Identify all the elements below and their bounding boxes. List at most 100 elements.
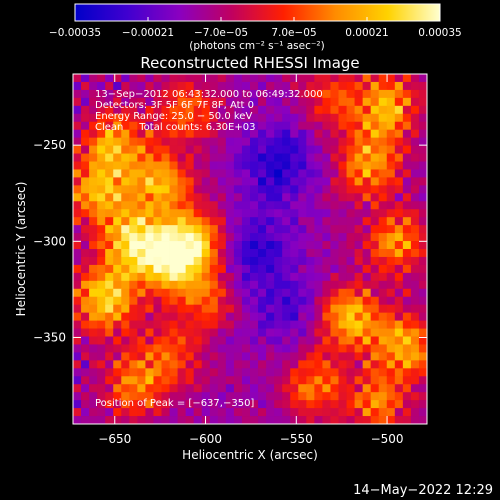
heatmap-cell	[209, 169, 219, 178]
heatmap-cell	[113, 145, 122, 154]
heatmap-cell	[266, 288, 275, 298]
heatmap-cell	[338, 376, 347, 385]
heatmap-cell	[193, 74, 203, 83]
heatmap-cell	[177, 360, 187, 369]
heatmap-cell	[193, 177, 203, 186]
heatmap-cell	[201, 392, 211, 401]
heatmap-cell	[129, 264, 138, 274]
heatmap-cell	[193, 264, 203, 274]
heatmap-cell	[290, 201, 299, 210]
heatmap-cell	[113, 81, 122, 91]
heatmap-cell	[129, 89, 138, 99]
heatmap-cell	[209, 153, 219, 162]
heatmap-cell	[290, 368, 299, 377]
heatmap-cell	[89, 368, 98, 377]
heatmap-cell	[241, 384, 251, 393]
heatmap-cell	[306, 264, 315, 274]
heatmap-cell	[314, 97, 323, 107]
heatmap-cell	[153, 288, 162, 298]
heatmap-cell	[386, 121, 396, 131]
heatmap-cell	[394, 169, 404, 178]
heatmap-cell	[81, 384, 90, 393]
heatmap-cell	[298, 368, 307, 377]
heatmap-cell	[217, 272, 227, 282]
heatmap-cell	[185, 89, 195, 99]
heatmap-cell	[201, 272, 211, 282]
heatmap-cell	[394, 89, 404, 99]
heatmap-cell	[241, 81, 251, 91]
heatmap-cell	[201, 121, 211, 131]
heatmap-cell	[185, 288, 195, 298]
heatmap-cell	[266, 81, 275, 91]
heatmap-cell	[346, 113, 355, 123]
heatmap-cell	[322, 352, 331, 361]
heatmap-cell	[362, 201, 372, 210]
heatmap-cell	[354, 217, 364, 226]
heatmap-cell	[209, 408, 219, 417]
heatmap-cell	[394, 185, 404, 194]
heatmap-cell	[266, 161, 275, 170]
heatmap-cell	[113, 312, 122, 321]
heatmap-cell	[338, 209, 347, 218]
heatmap-cell	[250, 201, 259, 210]
heatmap-cell	[322, 336, 331, 345]
heatmap-cell	[306, 312, 315, 321]
heatmap-cell	[362, 177, 372, 186]
heatmap-cell	[81, 249, 90, 258]
heatmap-cell	[362, 296, 372, 306]
heatmap-cell	[241, 264, 251, 274]
heatmap-cell	[209, 336, 219, 345]
heatmap-cell	[258, 312, 267, 321]
heatmap-cell	[282, 312, 291, 321]
heatmap-cell	[129, 145, 138, 154]
heatmap-cell	[129, 185, 138, 194]
heatmap-cell	[266, 225, 275, 234]
heatmap-cell	[386, 360, 396, 369]
heatmap-cell	[418, 312, 428, 321]
heatmap-cell	[282, 344, 291, 353]
heatmap-cell	[185, 344, 195, 353]
heatmap-cell	[250, 153, 259, 162]
heatmap-cell	[298, 296, 307, 306]
heatmap-cell	[97, 121, 106, 131]
heatmap-cell	[217, 169, 227, 178]
heatmap-cell	[105, 256, 114, 266]
heatmap-cell	[402, 129, 412, 139]
heatmap-cell	[290, 113, 299, 123]
heatmap-cell	[354, 360, 364, 369]
heatmap-cell	[354, 352, 364, 361]
heatmap-cell	[121, 296, 130, 306]
heatmap-cell	[177, 153, 187, 162]
heatmap-cell	[177, 376, 187, 385]
heatmap-cell	[209, 137, 219, 146]
heatmap-cell	[113, 264, 122, 274]
heatmap-cell	[258, 336, 267, 345]
heatmap-cell	[153, 400, 162, 409]
heatmap-cell	[89, 153, 98, 162]
heatmap-cell	[266, 193, 275, 202]
heatmap-cell	[322, 81, 331, 91]
heatmap-cell	[394, 384, 404, 393]
heatmap-cell	[241, 225, 251, 234]
heatmap-cell	[113, 89, 122, 99]
heatmap-cell	[177, 249, 187, 258]
plot-frame	[72, 73, 428, 425]
heatmap-cell	[81, 304, 90, 314]
heatmap-cell	[354, 256, 364, 266]
heatmap-cell	[105, 209, 114, 218]
heatmap-cell	[81, 320, 90, 329]
heatmap-cell	[81, 296, 90, 306]
heatmap-cell	[362, 256, 372, 266]
heatmap-cell	[177, 137, 187, 146]
heatmap-cell	[185, 264, 195, 274]
heatmap-cell	[386, 352, 396, 361]
heatmap-cell	[378, 89, 388, 99]
heatmap-cell	[185, 272, 195, 282]
heatmap-cell	[177, 344, 187, 353]
heatmap-cell	[410, 384, 420, 393]
heatmap-cell	[338, 400, 347, 409]
heatmap-cell	[89, 169, 98, 178]
heatmap-cell	[418, 225, 428, 234]
heatmap-cell	[250, 241, 259, 250]
heatmap-cell	[266, 217, 275, 226]
